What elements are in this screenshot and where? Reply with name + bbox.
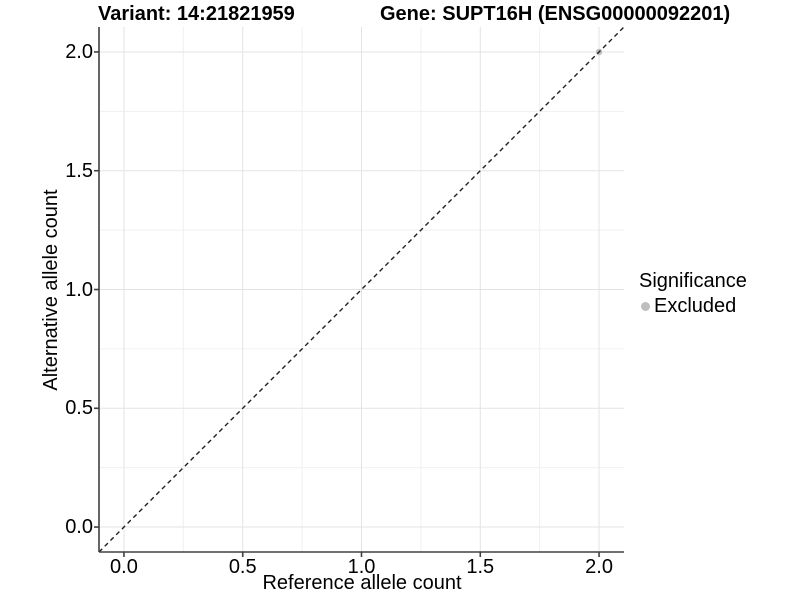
y-tick-label: 0.0 — [65, 516, 93, 539]
x-tick-label: 1.5 — [466, 556, 495, 578]
plot-title-gene: Gene: SUPT16H (ENSG00000092201) — [380, 3, 731, 25]
identity-reference-line — [98, 26, 625, 553]
x-axis-label: Reference allele count — [262, 572, 462, 594]
x-tick-label: 1.0 — [347, 556, 376, 578]
y-tick-label: 1.5 — [65, 159, 93, 182]
legend-item-label: Excluded — [654, 294, 737, 317]
legend-items: Excluded — [639, 294, 747, 318]
legend: Significance Excluded — [639, 269, 747, 318]
x-tick-label: 0.5 — [228, 556, 257, 578]
x-tick-label: 2.0 — [585, 556, 613, 578]
legend-marker-dot — [641, 301, 650, 311]
y-tick-label: 2.0 — [65, 40, 93, 63]
y-tick-label: 0.5 — [65, 397, 93, 420]
x-tick-label: 0.0 — [110, 556, 138, 578]
legend-item-excluded: Excluded — [639, 294, 747, 318]
y-axis-label: Alternative allele count — [40, 189, 62, 391]
y-tick-label: 1.0 — [65, 278, 93, 301]
legend-title: Significance — [639, 270, 747, 292]
plot-title-variant: Variant: 14:21821959 — [98, 3, 295, 25]
